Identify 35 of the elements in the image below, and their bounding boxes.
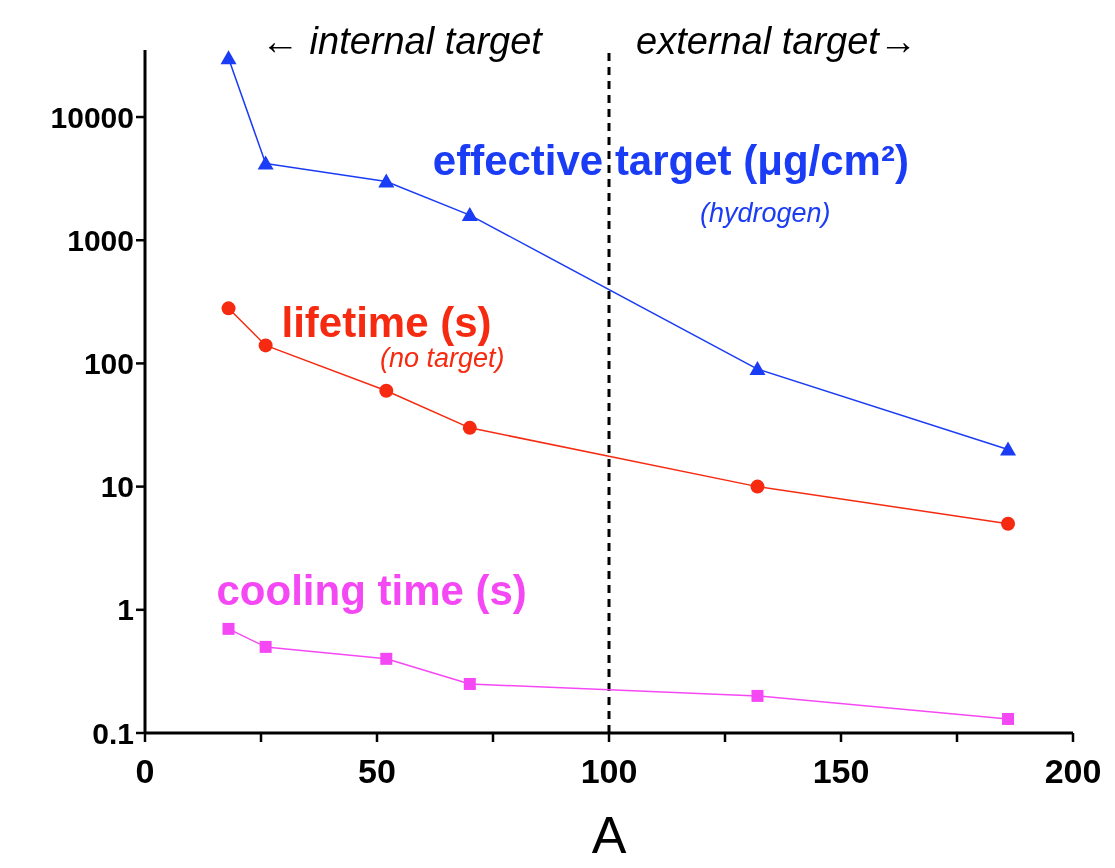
point [222, 622, 235, 635]
y-tick-label: 0.1 [92, 716, 134, 750]
annotation: ← internal target [261, 20, 542, 62]
point [379, 383, 394, 398]
series-label: cooling time (s) [216, 566, 527, 614]
point [1001, 516, 1016, 531]
y-tick-label: 1000 [67, 223, 134, 257]
point [749, 361, 766, 376]
x-tick-label: 100 [580, 752, 638, 790]
annotation: external target→ [636, 20, 917, 62]
point [1002, 712, 1015, 725]
point [380, 652, 393, 665]
point [378, 173, 395, 188]
series-label: effective target (μg/cm²) [432, 137, 909, 185]
point [461, 207, 478, 222]
point [751, 689, 764, 702]
point [221, 301, 236, 316]
y-tick-label: 10000 [50, 100, 134, 134]
point [750, 479, 765, 494]
point [462, 420, 477, 435]
y-tick-label: 1 [117, 593, 134, 627]
point [463, 677, 476, 690]
x-axis-title: A [591, 806, 627, 864]
point [220, 50, 237, 65]
x-tick-label: 0 [135, 752, 155, 790]
y-tick-label: 100 [83, 347, 134, 381]
y-tick-label: 10 [100, 470, 134, 504]
point [259, 640, 272, 653]
point [258, 338, 273, 353]
annotation: (hydrogen) [700, 198, 831, 228]
x-tick-label: 50 [358, 752, 396, 790]
point [257, 155, 274, 170]
x-tick-label: 200 [1044, 752, 1102, 790]
x-tick-label: 150 [812, 752, 870, 790]
point [1000, 441, 1017, 456]
